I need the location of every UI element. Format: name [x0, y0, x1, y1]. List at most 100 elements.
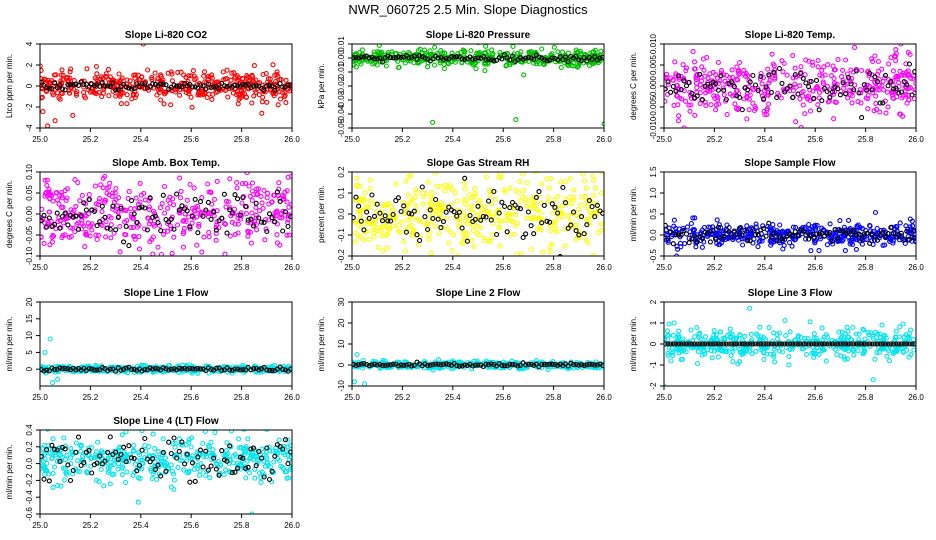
data-point: [253, 215, 259, 221]
data-point: [729, 74, 736, 80]
data-point: [723, 346, 729, 352]
data-point: [583, 217, 590, 223]
average-point: [102, 83, 108, 89]
data-point: [756, 239, 762, 245]
average-point: [880, 100, 886, 106]
data-point: [757, 324, 763, 330]
data-point: [384, 245, 390, 251]
data-point: [718, 329, 724, 335]
data-point: [364, 221, 371, 227]
data-point: [213, 237, 219, 243]
average-point: [872, 234, 878, 240]
data-point: [254, 186, 260, 192]
average-point: [555, 210, 561, 216]
average-point: [142, 367, 148, 373]
data-point: [513, 223, 519, 229]
average-point: [446, 204, 452, 210]
data-point: [413, 209, 420, 215]
average-point: [229, 367, 235, 373]
data-point: [403, 178, 409, 184]
average-point: [670, 83, 676, 90]
data-point: [72, 229, 78, 235]
data-point: [119, 75, 125, 81]
average-point: [885, 231, 891, 237]
average-point: [819, 230, 825, 236]
average-point: [813, 231, 820, 237]
data-point: [227, 205, 233, 211]
average-point: [107, 226, 113, 232]
data-point: [131, 72, 137, 78]
average-point: [827, 95, 833, 101]
data-point: [819, 73, 825, 79]
average-point: [52, 80, 58, 86]
data-point: [235, 221, 241, 227]
average-point: [544, 218, 550, 224]
data-point: [889, 346, 895, 352]
data-point: [842, 248, 848, 254]
data-point: [562, 226, 568, 232]
data-point: [840, 67, 846, 73]
average-point: [99, 203, 105, 209]
y-axis-label: degrees C per min.: [5, 180, 14, 248]
data-point: [263, 70, 269, 77]
data-point: [870, 335, 876, 341]
data-point: [843, 57, 849, 63]
data-point: [274, 69, 280, 75]
average-point: [689, 90, 695, 96]
data-point: [77, 469, 83, 475]
data-points: [352, 172, 604, 256]
data-point: [702, 351, 708, 357]
average-point: [721, 233, 727, 239]
data-point: [798, 334, 804, 341]
data-point: [357, 234, 363, 240]
data-point: [378, 228, 384, 235]
data-point: [249, 180, 256, 186]
y-axis-label: ml/min per min.: [5, 317, 14, 372]
data-point: [767, 224, 773, 231]
average-point: [483, 214, 489, 220]
data-point: [413, 189, 419, 196]
data-point: [893, 58, 899, 64]
data-point: [380, 248, 386, 254]
average-point: [486, 362, 492, 368]
average-point: [256, 215, 262, 221]
average-point: [512, 362, 518, 368]
y-tick-label: 0.01: [337, 36, 346, 52]
data-point: [249, 73, 256, 80]
average-point: [597, 361, 603, 367]
data-point: [811, 354, 817, 360]
average-point: [874, 237, 881, 243]
average-point: [771, 70, 777, 76]
data-point: [277, 242, 283, 248]
average-point: [361, 227, 367, 233]
average-point: [705, 230, 711, 236]
data-point: [260, 94, 266, 100]
average-point: [819, 98, 825, 104]
x-tick-label: 25.6: [495, 393, 511, 402]
average-point: [398, 362, 404, 368]
x-tick-label: 25.2: [83, 263, 99, 272]
data-point: [862, 336, 868, 342]
average-point: [885, 83, 891, 89]
average-point: [371, 213, 378, 219]
data-point: [742, 333, 748, 339]
average-point: [678, 232, 684, 238]
data-point: [528, 215, 534, 221]
average-point: [885, 341, 891, 347]
average-point: [73, 81, 79, 87]
average-point: [676, 232, 682, 238]
average-point: [718, 341, 724, 347]
average-point: [501, 203, 508, 210]
average-point: [483, 57, 489, 63]
x-tick-label: 25.8: [546, 393, 562, 402]
data-point: [530, 195, 536, 201]
data-point: [781, 242, 787, 248]
data-point: [471, 186, 478, 192]
average-point: [869, 231, 875, 238]
data-point: [59, 67, 65, 73]
outlier-point: [681, 125, 687, 128]
average-point: [525, 209, 531, 215]
average-point: [401, 203, 407, 209]
data-point: [286, 204, 292, 210]
